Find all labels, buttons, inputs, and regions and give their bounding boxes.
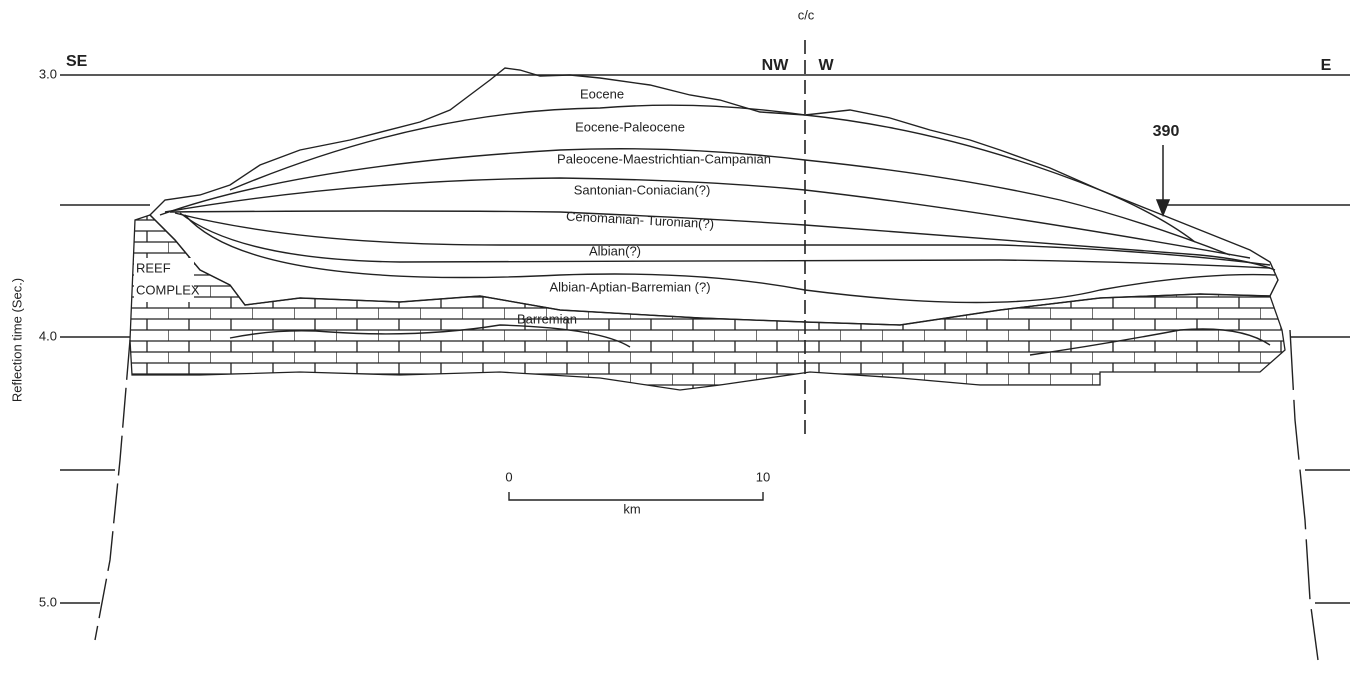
section-label: c/c [798,7,815,22]
left-edge [95,340,130,640]
scale-bar [509,492,763,500]
layer-label: Albian-Aptian-Barremian (?) [549,279,710,294]
layer-label: Barremian [517,311,577,326]
tick-label: 4.0 [39,328,57,343]
direction-label: NW [762,57,790,74]
site-label: 390 [1153,123,1180,140]
cross-section: Reflection time (Sec.) 3.0 4.0 5.0 c/c S… [0,0,1359,683]
tick-label: 5.0 [39,594,57,609]
layer-label: Albian(?) [589,243,641,258]
scale-label: 10 [756,469,770,484]
tick-label: 3.0 [39,66,57,81]
layer-label: Santonian-Coniacian(?) [574,182,711,197]
direction-label: E [1321,57,1332,74]
direction-label: W [818,57,834,74]
direction-label: SE [66,53,88,70]
reef-label: COMPLEX [136,282,200,297]
axis-label: Reflection time (Sec.) [9,278,24,402]
scale-label: 0 [505,469,512,484]
right-edge [1290,330,1318,660]
layer-label: Eocene [580,86,624,101]
limestone [130,215,1285,390]
site-arrow [1157,145,1169,215]
layer-label: Eocene-Paleocene [575,119,685,134]
reef-label: REEF [136,260,171,275]
scale-unit: km [623,501,640,516]
layer-label: Paleocene-Maestrichtian-Campanian [557,151,771,166]
layer-label: Cenomanian- Turonian(?) [566,209,715,232]
